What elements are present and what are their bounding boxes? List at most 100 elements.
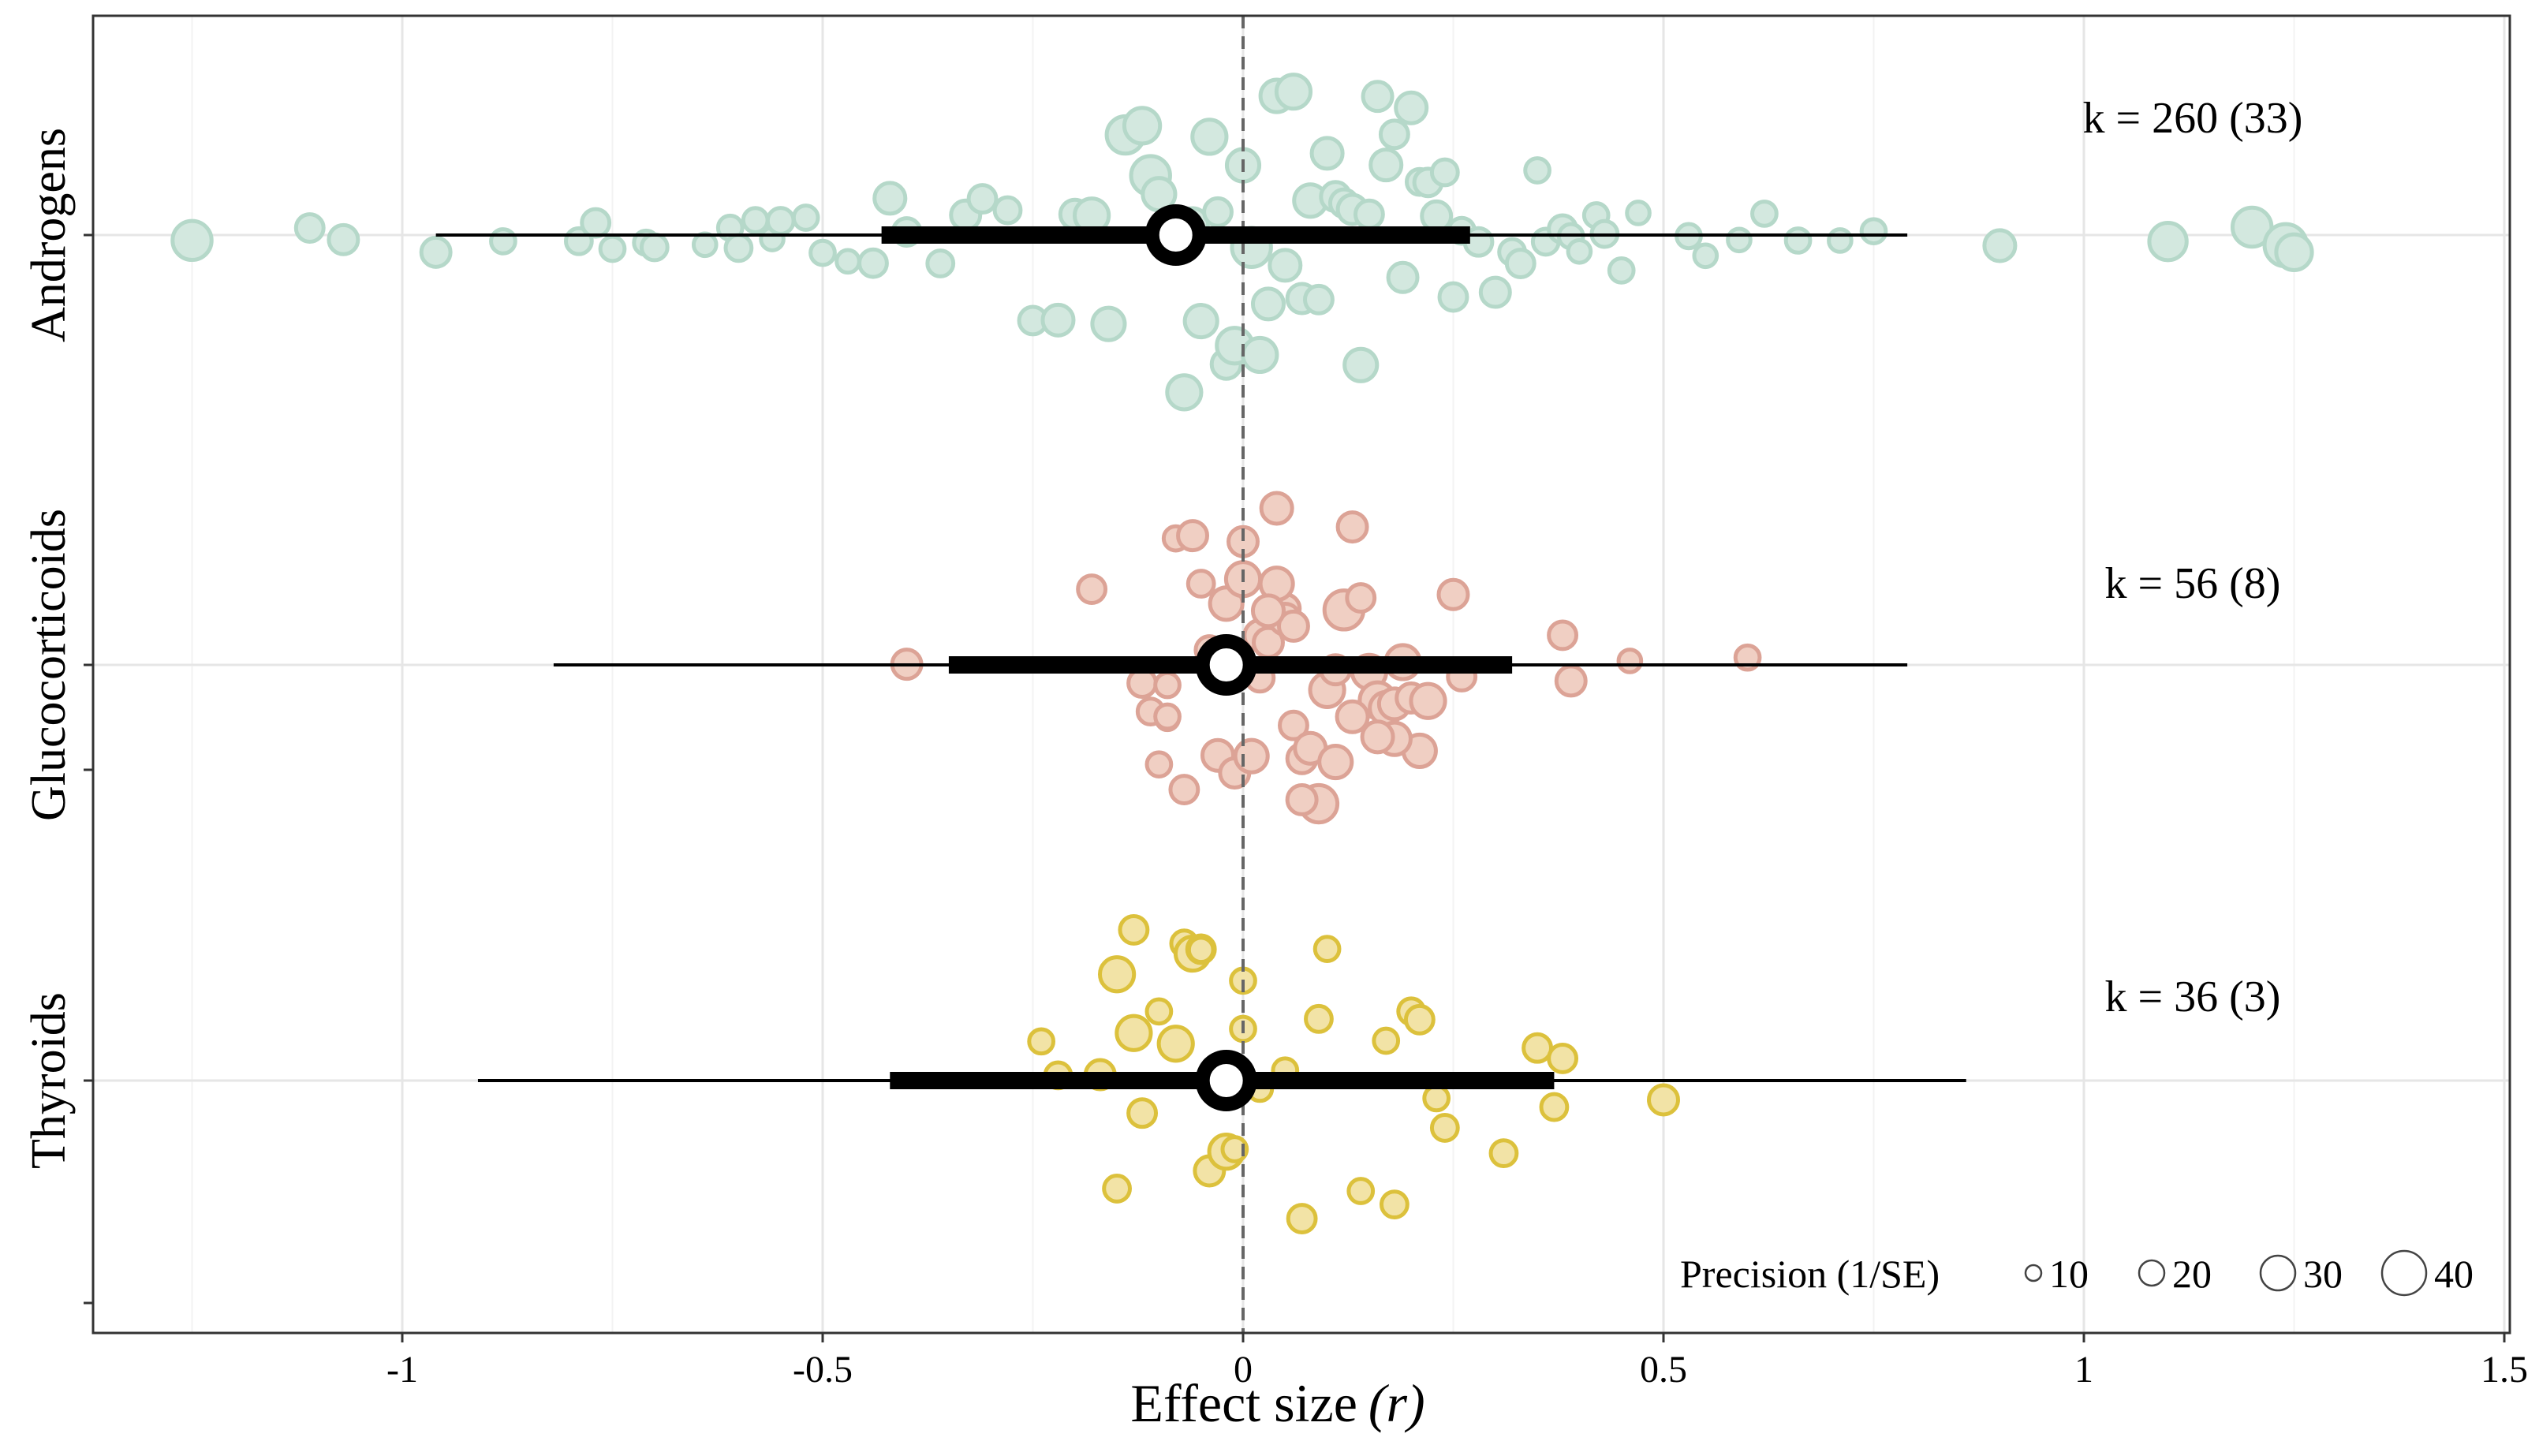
point-thyroids-5 <box>1115 1014 1153 1052</box>
point-glucocorticoids-29 <box>1345 582 1377 614</box>
point-glucocorticoids-4 <box>1144 750 1174 779</box>
point-androgens-32 <box>1122 106 1163 146</box>
legend-label-20: 20 <box>2172 1252 2212 1296</box>
point-glucocorticoids-42 <box>1616 648 1644 674</box>
point-thyroids-28 <box>1488 1138 1519 1169</box>
point-glucocorticoids-44 <box>1153 702 1182 731</box>
x-axis-title-italic: (r) <box>1368 1373 1425 1433</box>
point-glucocorticoids-40 <box>1547 619 1579 651</box>
point-thyroids-27 <box>1422 1084 1451 1113</box>
point-glucocorticoids-10 <box>1185 569 1216 599</box>
point-glucocorticoids-26 <box>1317 743 1354 781</box>
point-thyroids-3 <box>1098 955 1137 994</box>
x-tick-label-3: 0.5 <box>1640 1349 1687 1391</box>
point-androgens-60 <box>1368 147 1404 183</box>
k-label-thyroids: k = 36 (3) <box>2105 973 2281 1021</box>
point-thyroids-35 <box>1429 1113 1460 1143</box>
point-androgens-73 <box>1504 248 1536 279</box>
point-thyroids-15 <box>1220 1135 1249 1163</box>
point-androgens-78 <box>1566 237 1593 265</box>
point-thyroids-23 <box>1372 1026 1401 1055</box>
point-androgens-82 <box>1625 200 1652 226</box>
point-androgens-91 <box>2147 220 2189 263</box>
point-androgens-68 <box>1437 281 1469 313</box>
point-androgens-46 <box>1250 286 1286 322</box>
point-glucocorticoids-48 <box>1250 593 1286 629</box>
point-androgens-48 <box>1268 248 1303 283</box>
point-androgens-66 <box>1420 199 1454 233</box>
point-androgens-18 <box>835 248 861 275</box>
point-thyroids-0 <box>1027 1027 1056 1056</box>
point-androgens-16 <box>791 203 820 232</box>
point-thyroids-24 <box>1379 1189 1410 1220</box>
x-tick-label-1: -0.5 <box>793 1349 853 1391</box>
k-label-androgens: k = 260 (33) <box>2083 94 2303 143</box>
point-thyroids-22 <box>1346 1177 1376 1205</box>
point-glucocorticoids-37 <box>1409 681 1447 720</box>
x-tick-label-5: 1.5 <box>2481 1349 2528 1391</box>
point-androgens-12 <box>723 233 754 263</box>
point-androgens-90 <box>1982 228 2018 263</box>
point-glucocorticoids-8 <box>1168 774 1200 805</box>
x-axis-title: Effect size (r) <box>1130 1373 1424 1433</box>
x-axis-title-main: Effect size <box>1130 1373 1357 1433</box>
point-androgens-81 <box>1607 256 1636 285</box>
point-androgens-59 <box>1361 80 1395 114</box>
point-androgens-24 <box>966 183 999 215</box>
point-androgens-63 <box>1394 90 1429 125</box>
point-thyroids-4 <box>1102 1174 1132 1204</box>
point-androgens-20 <box>872 181 908 216</box>
point-glucocorticoids-19 <box>1259 491 1294 526</box>
point-glucocorticoids-21 <box>1278 709 1309 741</box>
legend-title: Precision (1/SE) <box>1680 1252 1940 1296</box>
point-androgens-52 <box>1303 283 1335 315</box>
x-tick-label-4: 1 <box>2074 1349 2093 1391</box>
point-glucocorticoids-46 <box>1276 609 1310 643</box>
point-androgens-84 <box>1692 242 1719 270</box>
legend-circle-10 <box>2024 1264 2043 1282</box>
point-androgens-9 <box>639 232 670 263</box>
point-androgens-10 <box>691 231 719 259</box>
point-thyroids-12 <box>1186 935 1215 965</box>
point-androgens-58 <box>1353 198 1385 230</box>
point-androgens-2 <box>327 222 360 256</box>
point-glucocorticoids-52 <box>1335 699 1370 734</box>
point-androgens-0 <box>170 218 214 263</box>
y-axis-categories: Androgens Glucocorticoids Thyroids <box>22 128 93 1305</box>
point-thyroids-7 <box>1126 1097 1159 1129</box>
k-label-glucocorticoids: k = 56 (8) <box>2105 559 2281 608</box>
legend-circle-40 <box>2380 1249 2428 1297</box>
point-androgens-94 <box>2274 232 2314 272</box>
point-glucocorticoids-51 <box>1285 782 1319 816</box>
point-androgens-49 <box>1274 73 1313 111</box>
estimate-androgens <box>1144 204 1207 266</box>
point-glucocorticoids-9 <box>1176 519 1210 553</box>
point-androgens-57 <box>1342 346 1380 383</box>
point-androgens-27 <box>1040 302 1076 338</box>
point-androgens-3 <box>419 235 453 269</box>
estimate-thyroids <box>1195 1050 1257 1111</box>
point-androgens-88 <box>1827 227 1854 254</box>
point-glucocorticoids-41 <box>1554 664 1588 698</box>
point-androgens-1 <box>293 212 326 244</box>
point-thyroids-31 <box>1547 1043 1579 1074</box>
point-androgens-7 <box>598 234 627 263</box>
point-thyroids-30 <box>1539 1092 1570 1122</box>
point-androgens-15 <box>765 206 796 236</box>
point-androgens-17 <box>808 238 837 267</box>
x-tick-label-2: 0 <box>1234 1349 1253 1391</box>
point-glucocorticoids-55 <box>1360 719 1395 755</box>
point-androgens-22 <box>925 248 956 278</box>
point-androgens-85 <box>1726 226 1753 254</box>
point-androgens-87 <box>1783 226 1813 255</box>
point-glucocorticoids-1 <box>1076 573 1108 605</box>
point-androgens-4 <box>489 227 517 256</box>
point-androgens-62 <box>1386 260 1420 294</box>
point-androgens-19 <box>857 247 889 279</box>
point-androgens-38 <box>1182 303 1219 340</box>
k-labels: k = 260 (33) k = 56 (8) k = 36 (3) <box>2083 94 2303 1021</box>
point-glucocorticoids-28 <box>1335 510 1369 544</box>
category-label-thyroids: Thyroids <box>22 992 76 1169</box>
